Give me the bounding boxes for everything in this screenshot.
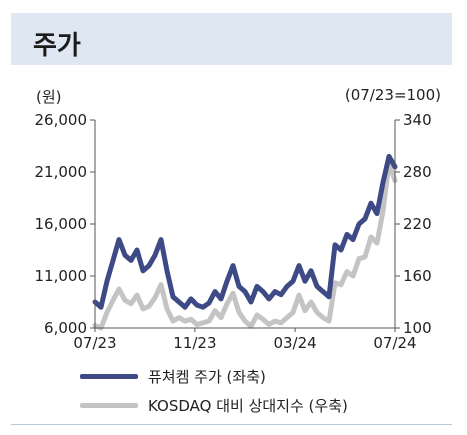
legend-label-relative-index: KOSDAQ 대비 상대지수 (우축)	[148, 397, 348, 415]
left-axis-tick-label: 16,000	[35, 215, 88, 233]
left-axis-unit-label: (원)	[36, 88, 62, 106]
left-axis-tick-label: 26,000	[35, 111, 88, 129]
x-axis-tick-label: 07/24	[373, 334, 416, 352]
legend-item-stock: 퓨쳐켐 주가 (좌축)	[80, 366, 266, 387]
x-axis-tick-label: 07/23	[73, 334, 116, 352]
left-axis-tick-label: 6,000	[44, 319, 87, 337]
x-axis-tick-label: 03/24	[273, 334, 316, 352]
right-axis-unit-label: (07/23=100)	[344, 86, 441, 104]
left-axis-tick-label: 11,000	[35, 267, 88, 285]
right-axis-tick-label: 220	[403, 215, 432, 233]
series-line-stock	[92, 153, 398, 310]
right-axis-tick-label: 340	[403, 111, 432, 129]
legend-swatch-stock	[80, 374, 138, 379]
left-axis-tick-label: 21,000	[35, 163, 88, 181]
header-band: 주가	[11, 13, 452, 65]
right-axis-tick-label: 280	[403, 163, 432, 181]
page-title: 주가	[33, 31, 81, 61]
x-axis-tick-label: 11/23	[173, 334, 216, 352]
legend-label-stock: 퓨쳐켐 주가 (좌축)	[148, 368, 266, 386]
right-axis-tick-label: 160	[403, 267, 432, 285]
bottom-rule	[11, 424, 452, 425]
series-line-relative-index	[92, 160, 398, 331]
legend-swatch-relative-index	[80, 403, 138, 408]
right-axis-tick-label: 100	[403, 319, 432, 337]
legend-item-relative-index: KOSDAQ 대비 상대지수 (우축)	[80, 395, 348, 416]
